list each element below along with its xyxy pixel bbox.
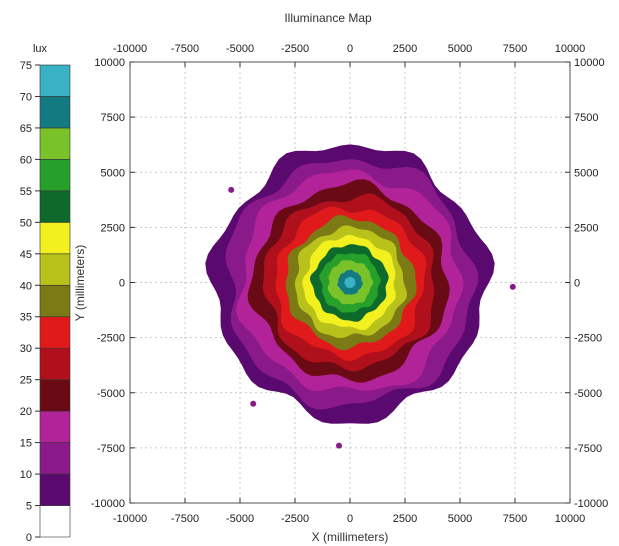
y-tick-label-left: -5000	[97, 388, 125, 400]
x-tick-label-top: 5000	[448, 43, 472, 55]
colorbar-tick-label: 75	[20, 60, 32, 72]
x-tick-label-top: -7500	[171, 43, 199, 55]
colorbar-band	[39, 347, 71, 380]
x-tick-label-bottom: -5000	[226, 513, 254, 525]
x-axis-label: X (millimeters)	[312, 530, 389, 544]
x-tick-label-bottom: 7500	[503, 513, 527, 525]
x-axis-top-ticks: -10000 -7500 -5000 -2500 0 2500 5000 7500 10000	[113, 43, 585, 67]
x-tick-label-top: 2500	[393, 43, 417, 55]
colorbar-tick-label: 40	[20, 280, 32, 292]
y-tick-label-right: 10000	[574, 57, 605, 69]
y-tick-label-right: -10000	[574, 498, 608, 510]
x-tick-label-bottom: 10000	[555, 513, 586, 525]
y-tick-label-left: -10000	[91, 498, 125, 510]
colorbar-band	[39, 64, 71, 97]
colorbar-tick-label: 65	[20, 123, 32, 135]
y-tick-label-right: 5000	[574, 167, 598, 179]
colorbar-band	[39, 159, 71, 192]
x-tick-label-top: -2500	[281, 43, 309, 55]
colorbar-tick-label: 25	[20, 375, 32, 387]
y-tick-label-right: 0	[574, 278, 580, 290]
colorbar-tick-label: 20	[20, 406, 32, 418]
colorbar-band	[39, 190, 71, 223]
colorbar-tick-label: 5	[26, 501, 32, 513]
x-tick-label-top: 10000	[555, 43, 586, 55]
y-axis-label: Y (millimeters)	[73, 245, 87, 321]
y-tick-label-left: -7500	[97, 443, 125, 455]
colorbar-band	[39, 253, 71, 286]
y-tick-label-left: 7500	[101, 112, 125, 124]
x-tick-label-top: -10000	[113, 43, 147, 55]
colorbar-tick-label: 30	[20, 343, 32, 355]
colorbar-band	[39, 96, 71, 129]
x-tick-label-top: 0	[347, 43, 353, 55]
colorbar-band	[39, 127, 71, 160]
stray-spot	[250, 400, 257, 407]
x-tick-label-bottom: -7500	[171, 513, 199, 525]
stray-spot	[228, 186, 235, 193]
y-tick-label-left: 10000	[94, 57, 125, 69]
colorbar-tick-label: 0	[26, 532, 32, 544]
y-tick-label-left: 5000	[101, 167, 125, 179]
x-tick-label-bottom: -10000	[113, 513, 147, 525]
colorbar-band	[39, 222, 71, 255]
y-tick-label-right: 2500	[574, 222, 598, 234]
y-tick-label-right: -2500	[574, 333, 602, 345]
contour-layer	[205, 144, 516, 449]
x-tick-label-top: -5000	[226, 43, 254, 55]
colorbar-band	[39, 284, 71, 318]
colorbar-unit-label: lux	[33, 43, 48, 55]
stray-spot	[509, 283, 516, 290]
colorbar-band	[39, 505, 71, 538]
colorbar-tick-label: 45	[20, 249, 32, 261]
colorbar-tick-label: 15	[20, 438, 32, 450]
x-tick-label-bottom: 2500	[393, 513, 417, 525]
stray-spot	[336, 442, 342, 449]
y-tick-label-right: -7500	[574, 443, 602, 455]
colorbar-band	[39, 473, 71, 506]
x-axis-bottom-ticks: -10000 -7500 -5000 -2500 0 2500 5000 7500 10000	[113, 498, 585, 525]
colorbar-tick-label: 55	[20, 186, 32, 198]
x-tick-label-bottom: 0	[347, 513, 353, 525]
y-tick-label-left: 0	[119, 278, 125, 290]
colorbar-tick-label: 10	[20, 469, 32, 481]
colorbar-tick-label: 50	[20, 217, 32, 229]
y-tick-label-right: 7500	[574, 112, 598, 124]
colorbar-band	[39, 316, 71, 349]
y-axis-right-ticks: 10000 7500 5000 2500 0 -2500 -5000 -7500 -10000	[565, 57, 608, 510]
colorbar-tick-label: 70	[20, 91, 32, 103]
chart-title: Illuminance Map	[284, 11, 372, 25]
y-axis-left-ticks: 10000 7500 5000 2500 0 -2500 -5000 -7500 -10000	[91, 57, 135, 510]
contour-band	[344, 276, 356, 289]
x-tick-label-bottom: 5000	[448, 513, 472, 525]
y-tick-label-right: -5000	[574, 388, 602, 400]
y-tick-label-left: 2500	[101, 222, 125, 234]
x-tick-label-top: 7500	[503, 43, 527, 55]
colorbar-band	[39, 442, 71, 475]
plot-area	[129, 61, 571, 504]
colorbar-tick-label: 60	[20, 154, 32, 166]
y-tick-label-left: -2500	[97, 333, 125, 345]
colorbar-tick-label: 35	[20, 312, 32, 324]
colorbar-band	[39, 410, 71, 443]
colorbar-band	[39, 379, 71, 412]
x-tick-label-bottom: -2500	[281, 513, 309, 525]
